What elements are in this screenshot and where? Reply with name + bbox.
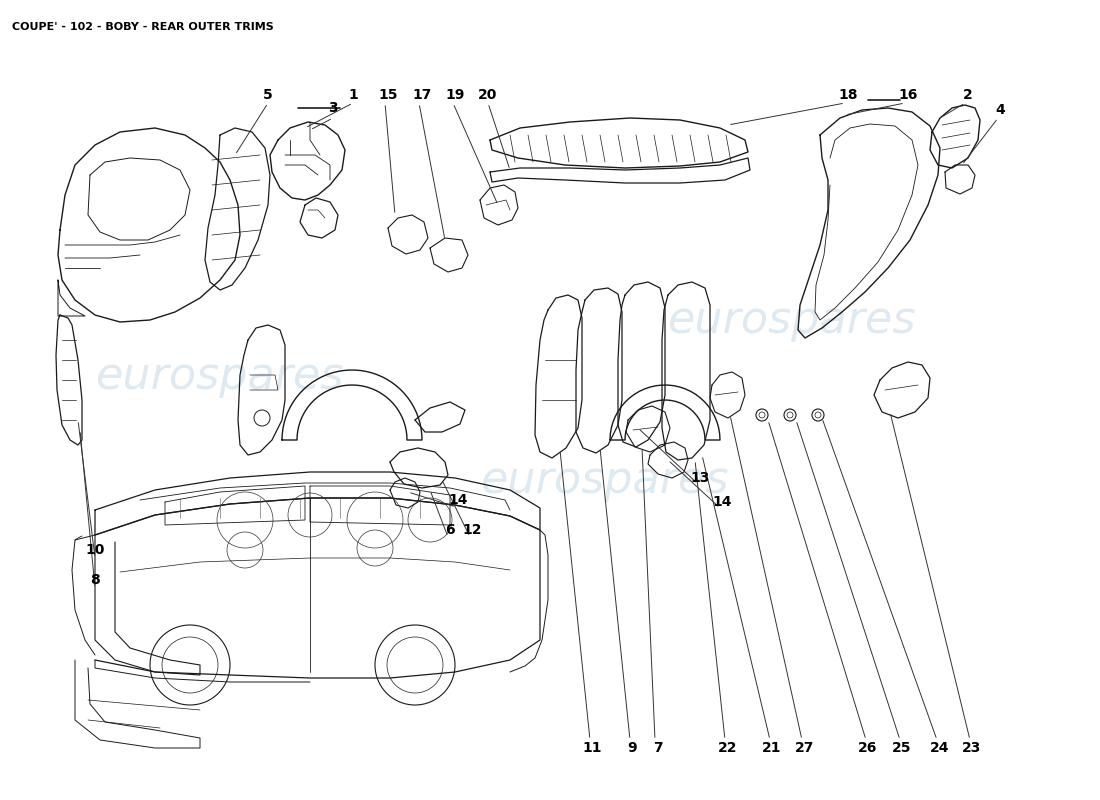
Text: 8: 8 <box>90 573 100 587</box>
Text: 12: 12 <box>462 523 482 537</box>
Text: 20: 20 <box>478 88 497 102</box>
Text: 9: 9 <box>627 741 637 755</box>
Text: 13: 13 <box>691 471 710 485</box>
Text: COUPE' - 102 - BOBY - REAR OUTER TRIMS: COUPE' - 102 - BOBY - REAR OUTER TRIMS <box>12 22 274 32</box>
Text: 5: 5 <box>263 88 273 102</box>
Text: 15: 15 <box>378 88 398 102</box>
Text: 18: 18 <box>838 88 858 102</box>
Text: 21: 21 <box>762 741 782 755</box>
Text: 10: 10 <box>86 543 104 557</box>
Text: 2: 2 <box>964 88 972 102</box>
Text: 23: 23 <box>962 741 981 755</box>
Text: eurospares: eurospares <box>96 354 344 398</box>
Text: 14: 14 <box>449 493 468 507</box>
Text: eurospares: eurospares <box>481 458 729 502</box>
Text: 14: 14 <box>713 495 732 509</box>
Text: 26: 26 <box>858 741 878 755</box>
Text: 7: 7 <box>653 741 663 755</box>
Text: 6: 6 <box>446 523 454 537</box>
Text: 17: 17 <box>412 88 431 102</box>
Text: 22: 22 <box>718 741 738 755</box>
Text: 16: 16 <box>899 88 917 102</box>
Text: 19: 19 <box>446 88 464 102</box>
Text: 3: 3 <box>328 101 338 115</box>
Text: eurospares: eurospares <box>668 298 916 342</box>
Text: 1: 1 <box>348 88 358 102</box>
Text: 27: 27 <box>795 741 815 755</box>
Text: 4: 4 <box>996 103 1005 117</box>
Text: 11: 11 <box>582 741 602 755</box>
Text: 25: 25 <box>892 741 912 755</box>
Text: 24: 24 <box>931 741 949 755</box>
